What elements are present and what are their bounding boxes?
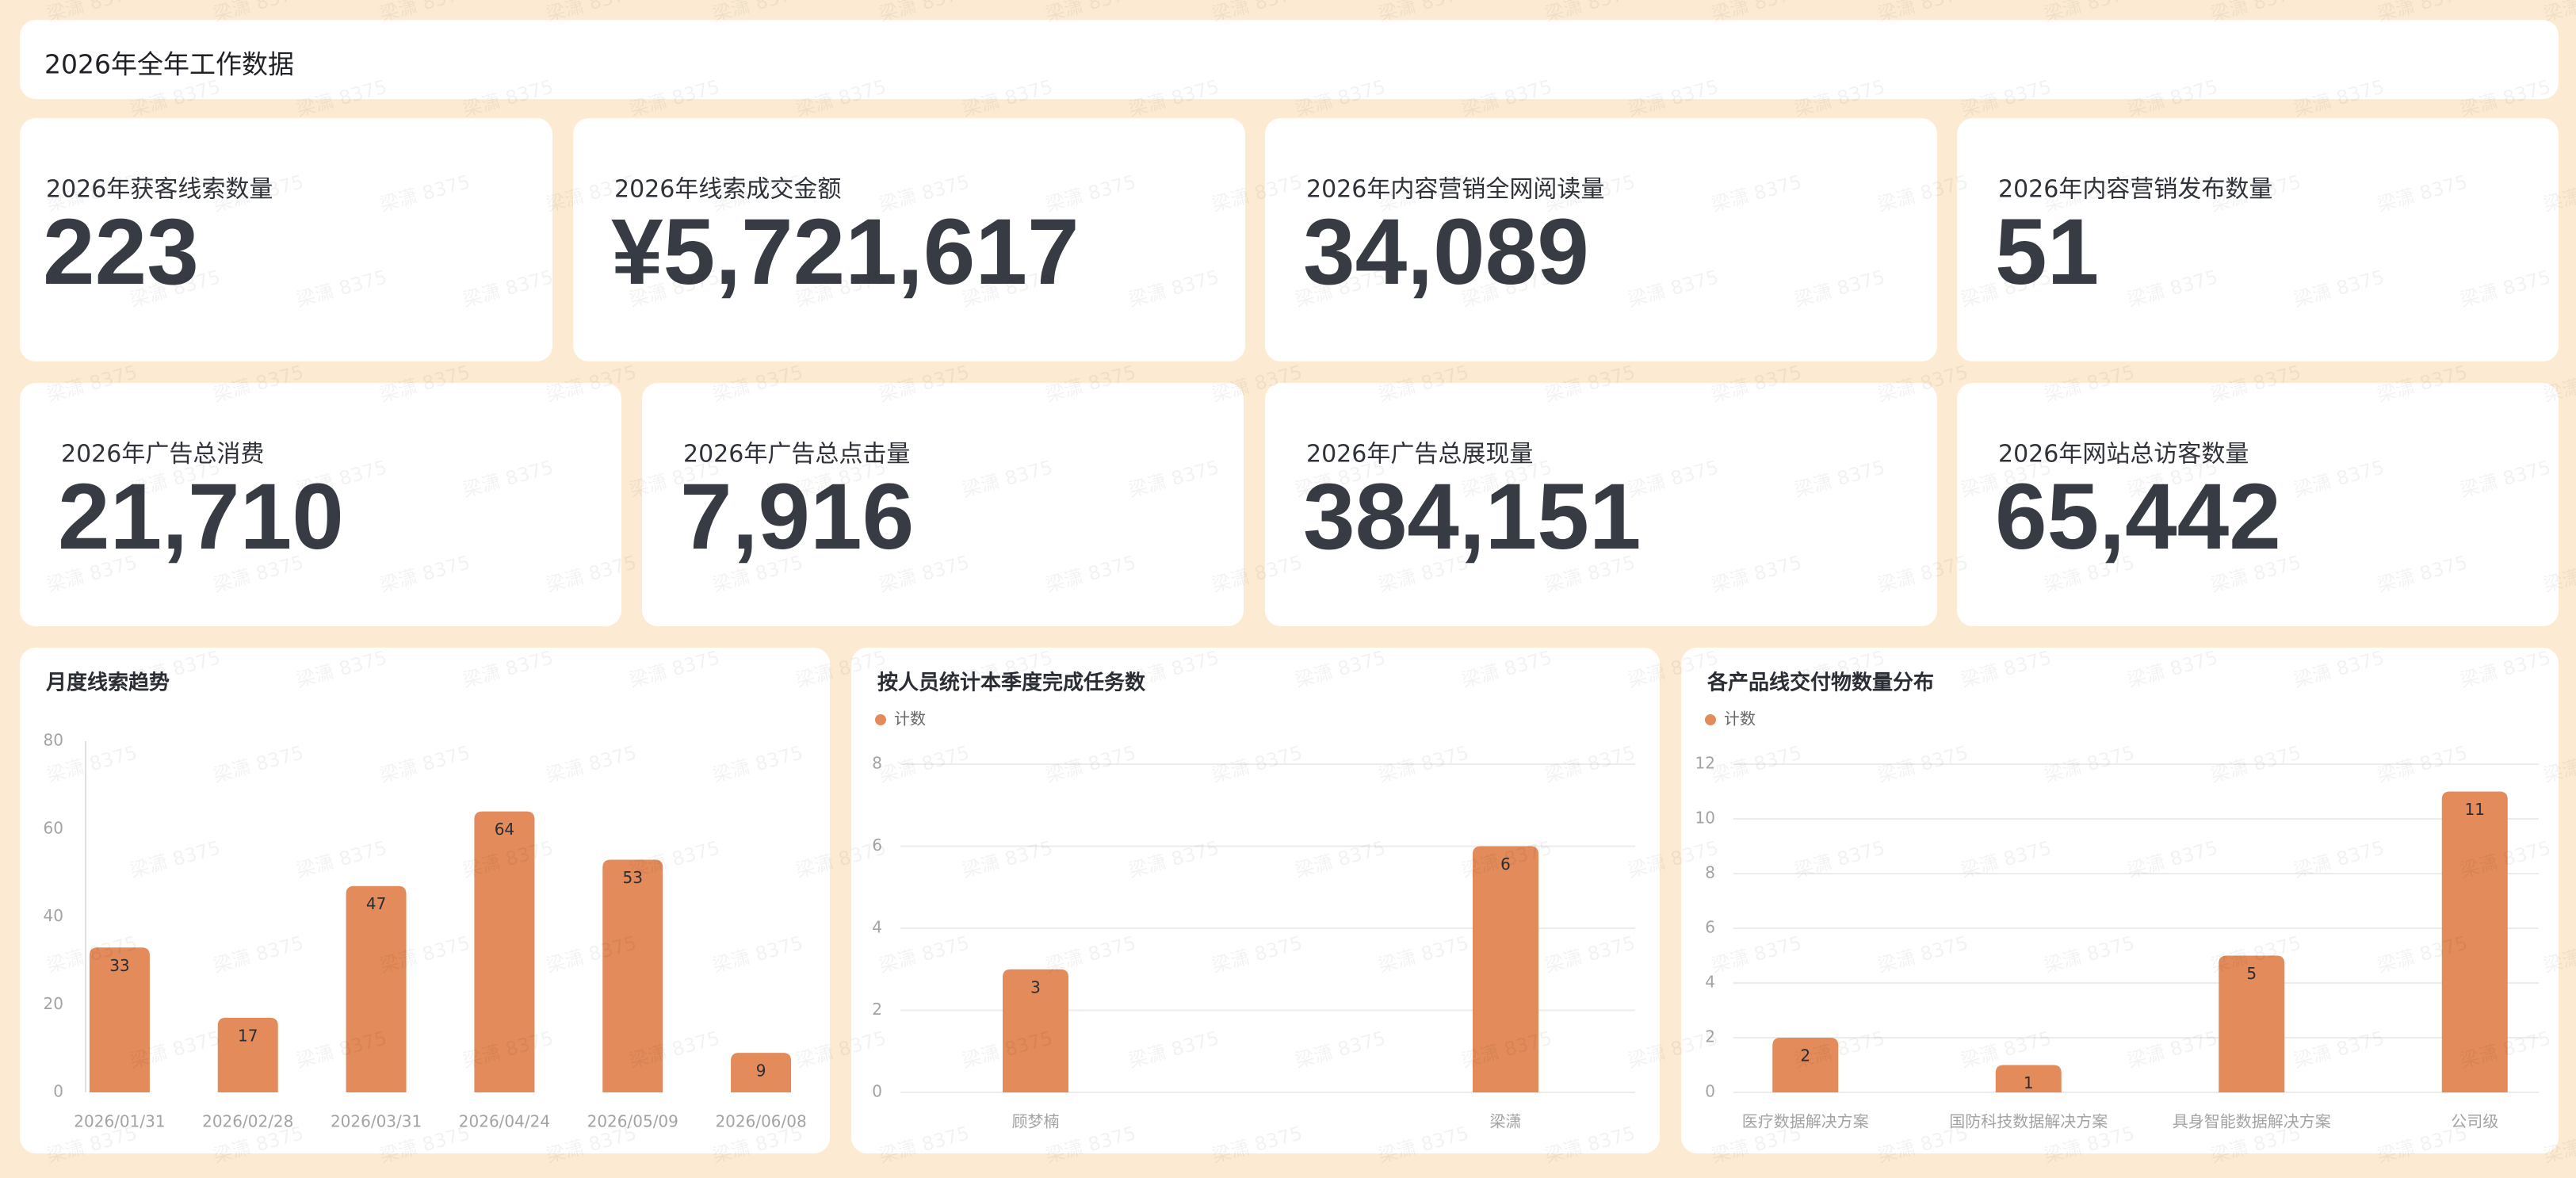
bar [602, 859, 663, 1092]
kpi-label: 2026年获客线索数量 [46, 176, 273, 204]
y-tick-label: 2 [1705, 1027, 1715, 1046]
x-tick-label: 2026/03/31 [331, 1112, 422, 1131]
kpi-label: 2026年内容营销发布数量 [1998, 176, 2272, 204]
legend-marker [1705, 714, 1716, 725]
y-tick-label: 0 [872, 1082, 882, 1101]
x-tick-label: 国防科技数据解决方案 [1949, 1112, 2108, 1131]
kpi-card [20, 118, 552, 361]
y-tick-label: 6 [1705, 918, 1715, 937]
kpi-value: 7,916 [680, 465, 914, 569]
bar [346, 885, 407, 1092]
y-tick-label: 20 [44, 994, 63, 1013]
kpi-card [1957, 383, 2559, 626]
bar [1772, 1038, 1839, 1092]
value-label: 47 [366, 894, 386, 913]
kpi-value: 21,710 [58, 465, 344, 569]
kpi-value: 223 [43, 200, 199, 304]
x-tick-label: 2026/02/28 [202, 1112, 293, 1131]
x-tick-label: 2026/01/31 [74, 1112, 165, 1131]
bar [1473, 846, 1538, 1092]
chart-card [1681, 648, 2559, 1153]
kpi-value: 34,089 [1303, 200, 1589, 304]
y-tick-label: 4 [1705, 973, 1715, 992]
bar [2441, 791, 2508, 1092]
kpi-value: 65,442 [1995, 465, 2281, 569]
chart-title: 按人员统计本季度完成任务数 [877, 671, 1146, 695]
watermark: 梁潇 8375 [2541, 361, 2576, 406]
y-tick-label: 6 [872, 836, 882, 855]
y-tick-label: 60 [44, 818, 63, 837]
bar [2219, 955, 2285, 1092]
kpi-card [20, 383, 621, 626]
value-label: 2 [1800, 1046, 1810, 1065]
value-label: 11 [2465, 800, 2485, 819]
kpi-label: 2026年线索成交金额 [614, 176, 841, 204]
y-tick-label: 0 [1705, 1082, 1715, 1101]
x-tick-label: 顾梦楠 [1012, 1112, 1060, 1131]
x-tick-label: 梁潇 [1490, 1112, 1522, 1131]
kpi-value: 51 [1995, 200, 2099, 304]
bar [731, 1053, 792, 1092]
value-label: 1 [2024, 1073, 2034, 1092]
watermark: 梁潇 8375 [2541, 0, 2576, 26]
kpi-card [573, 118, 1245, 361]
x-tick-label: 公司级 [2451, 1112, 2498, 1131]
kpi-card [1265, 383, 1937, 626]
value-label: 33 [109, 956, 129, 975]
legend-label: 计数 [894, 709, 926, 729]
y-tick-label: 12 [1695, 754, 1715, 773]
value-label: 17 [238, 1026, 258, 1045]
value-label: 53 [623, 868, 643, 887]
x-tick-label: 2026/05/09 [587, 1112, 678, 1131]
y-tick-label: 40 [44, 906, 63, 925]
kpi-value: 384,151 [1303, 465, 1642, 569]
header-card [20, 20, 2559, 99]
value-label: 64 [495, 820, 514, 839]
kpi-label: 2026年广告总展现量 [1306, 441, 1533, 469]
x-tick-label: 2026/04/24 [459, 1112, 550, 1131]
x-tick-label: 医疗数据解决方案 [1742, 1112, 1869, 1131]
y-tick-label: 8 [872, 754, 882, 773]
kpi-label: 2026年广告总消费 [61, 441, 264, 469]
value-label: 3 [1030, 977, 1041, 996]
bar [217, 1017, 278, 1092]
y-tick-label: 2 [872, 1000, 882, 1019]
kpi-card [1957, 118, 2559, 361]
bar [474, 811, 535, 1092]
value-label: 6 [1500, 855, 1511, 874]
kpi-card [642, 383, 1244, 626]
bar [89, 947, 150, 1092]
kpi-value: ¥5,721,617 [611, 200, 1080, 304]
y-tick-label: 8 [1705, 863, 1715, 882]
kpi-card [1265, 118, 1937, 361]
kpi-label: 2026年内容营销全网阅读量 [1306, 176, 1604, 204]
chart-title: 各产品线交付物数量分布 [1707, 671, 1934, 695]
y-tick-label: 10 [1695, 809, 1715, 828]
value-label: 9 [756, 1061, 766, 1080]
y-tick-label: 0 [53, 1082, 63, 1101]
bar [1003, 969, 1068, 1092]
legend-marker [875, 714, 886, 725]
bar [1995, 1065, 2062, 1092]
y-tick-label: 80 [44, 731, 63, 750]
legend-label: 计数 [1724, 709, 1756, 729]
x-tick-label: 具身智能数据解决方案 [2173, 1112, 2331, 1131]
chart-title: 月度线索趋势 [45, 671, 170, 695]
x-tick-label: 2026/06/08 [715, 1112, 806, 1131]
page-title: 2026年全年工作数据 [44, 49, 294, 80]
value-label: 5 [2246, 964, 2257, 983]
kpi-label: 2026年广告总点击量 [683, 441, 910, 469]
y-tick-label: 4 [872, 918, 882, 937]
kpi-label: 2026年网站总访客数量 [1998, 441, 2249, 469]
